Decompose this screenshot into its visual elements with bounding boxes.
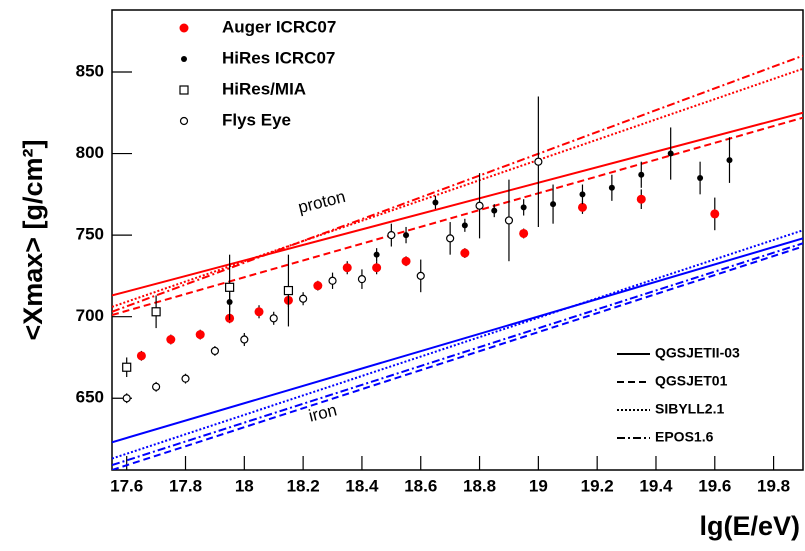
iron-line: [112, 242, 803, 467]
model-legend-label: QGSJET01: [655, 373, 728, 389]
legend-label: HiRes ICRC07: [222, 48, 335, 67]
x-tick-label: 19: [529, 476, 548, 495]
proton-line: [112, 67, 803, 308]
data-point: [638, 171, 645, 178]
data-point: [403, 232, 410, 239]
legend-label: Flys Eye: [222, 110, 291, 129]
data-point: [195, 330, 205, 340]
data-point: [254, 307, 264, 317]
data-point: [520, 204, 527, 211]
data-point: [504, 216, 514, 225]
y-axis-title: <Xmax> [g/cm²]: [18, 139, 48, 340]
x-tick-label: 18.8: [463, 476, 496, 495]
data-point: [667, 150, 674, 157]
data-point: [710, 209, 720, 219]
y-tick-label: 650: [76, 388, 104, 407]
x-tick-label: 18.2: [287, 476, 320, 495]
x-axis-title: lg(E/eV): [699, 511, 800, 541]
y-tick-label: 800: [76, 143, 104, 162]
iron-line: [112, 237, 803, 444]
data-point: [151, 307, 161, 317]
iron-line: [112, 245, 803, 470]
data-point: [461, 222, 468, 229]
x-tick-label: 19.8: [757, 476, 790, 495]
x-tick-label: 19.4: [639, 476, 673, 495]
model-legend-label: EPOS1.6: [655, 429, 714, 445]
data-point: [475, 201, 484, 210]
iron-annotation: iron: [307, 400, 339, 425]
x-tick-label: 19.2: [581, 476, 614, 495]
data-point: [328, 276, 337, 285]
data-point: [550, 201, 557, 208]
data-point: [460, 248, 470, 258]
data-point: [608, 184, 615, 191]
model-lines: [112, 54, 803, 470]
x-tick-label: 17.6: [110, 476, 143, 495]
data-point: [416, 271, 425, 280]
data-point: [210, 346, 220, 356]
data-point: [491, 207, 498, 214]
x-tick-label: 17.8: [169, 476, 202, 495]
data-point: [122, 362, 132, 372]
y-tick-label: 700: [76, 306, 104, 325]
iron-line: [112, 229, 803, 460]
y-tick-label: 750: [76, 225, 104, 244]
plot-frame: [111, 9, 804, 471]
x-tick-label: 18.4: [345, 476, 379, 495]
x-tick-label: 18: [235, 476, 254, 495]
data-point: [181, 374, 190, 383]
proton-annotation: proton: [296, 187, 347, 217]
legend-label: HiRes/MIA: [222, 79, 306, 98]
data-point: [269, 314, 278, 323]
data-point: [726, 157, 733, 164]
data-point: [697, 175, 704, 182]
y-tick-label: 850: [76, 61, 104, 80]
data-point: [432, 199, 439, 206]
data-point: [534, 157, 543, 166]
data-point: [577, 202, 587, 212]
legend-marker: [179, 116, 189, 126]
data-point: [283, 285, 294, 296]
data-point: [136, 351, 146, 361]
proton-line: [112, 116, 803, 316]
data-point: [152, 382, 161, 391]
data-point: [342, 263, 352, 273]
data-point: [636, 194, 646, 204]
model-legend-label: SIBYLL2.1: [655, 401, 724, 417]
proton-line: [112, 111, 803, 297]
model-legend-label: QGSJETII-03: [655, 345, 740, 361]
x-tick-label: 19.6: [698, 476, 731, 495]
data-point: [401, 256, 411, 266]
data-point: [387, 231, 396, 240]
data-point: [313, 281, 323, 291]
data-point: [166, 335, 176, 345]
x-tick-label: 18.6: [404, 476, 437, 495]
data-point: [446, 234, 455, 243]
proton-line: [112, 54, 803, 313]
data-point: [579, 191, 586, 198]
legend-marker: [179, 23, 189, 33]
legend-label: Auger ICRC07: [222, 17, 336, 36]
data-point: [373, 251, 380, 258]
data-point: [357, 275, 367, 284]
data-point: [240, 335, 249, 344]
data-point: [372, 263, 382, 273]
legend-marker: [179, 85, 189, 95]
legend-marker: [181, 56, 187, 62]
data-point: [122, 394, 131, 403]
data-point: [299, 294, 308, 303]
data-point: [519, 228, 529, 238]
data-point: [225, 282, 235, 292]
